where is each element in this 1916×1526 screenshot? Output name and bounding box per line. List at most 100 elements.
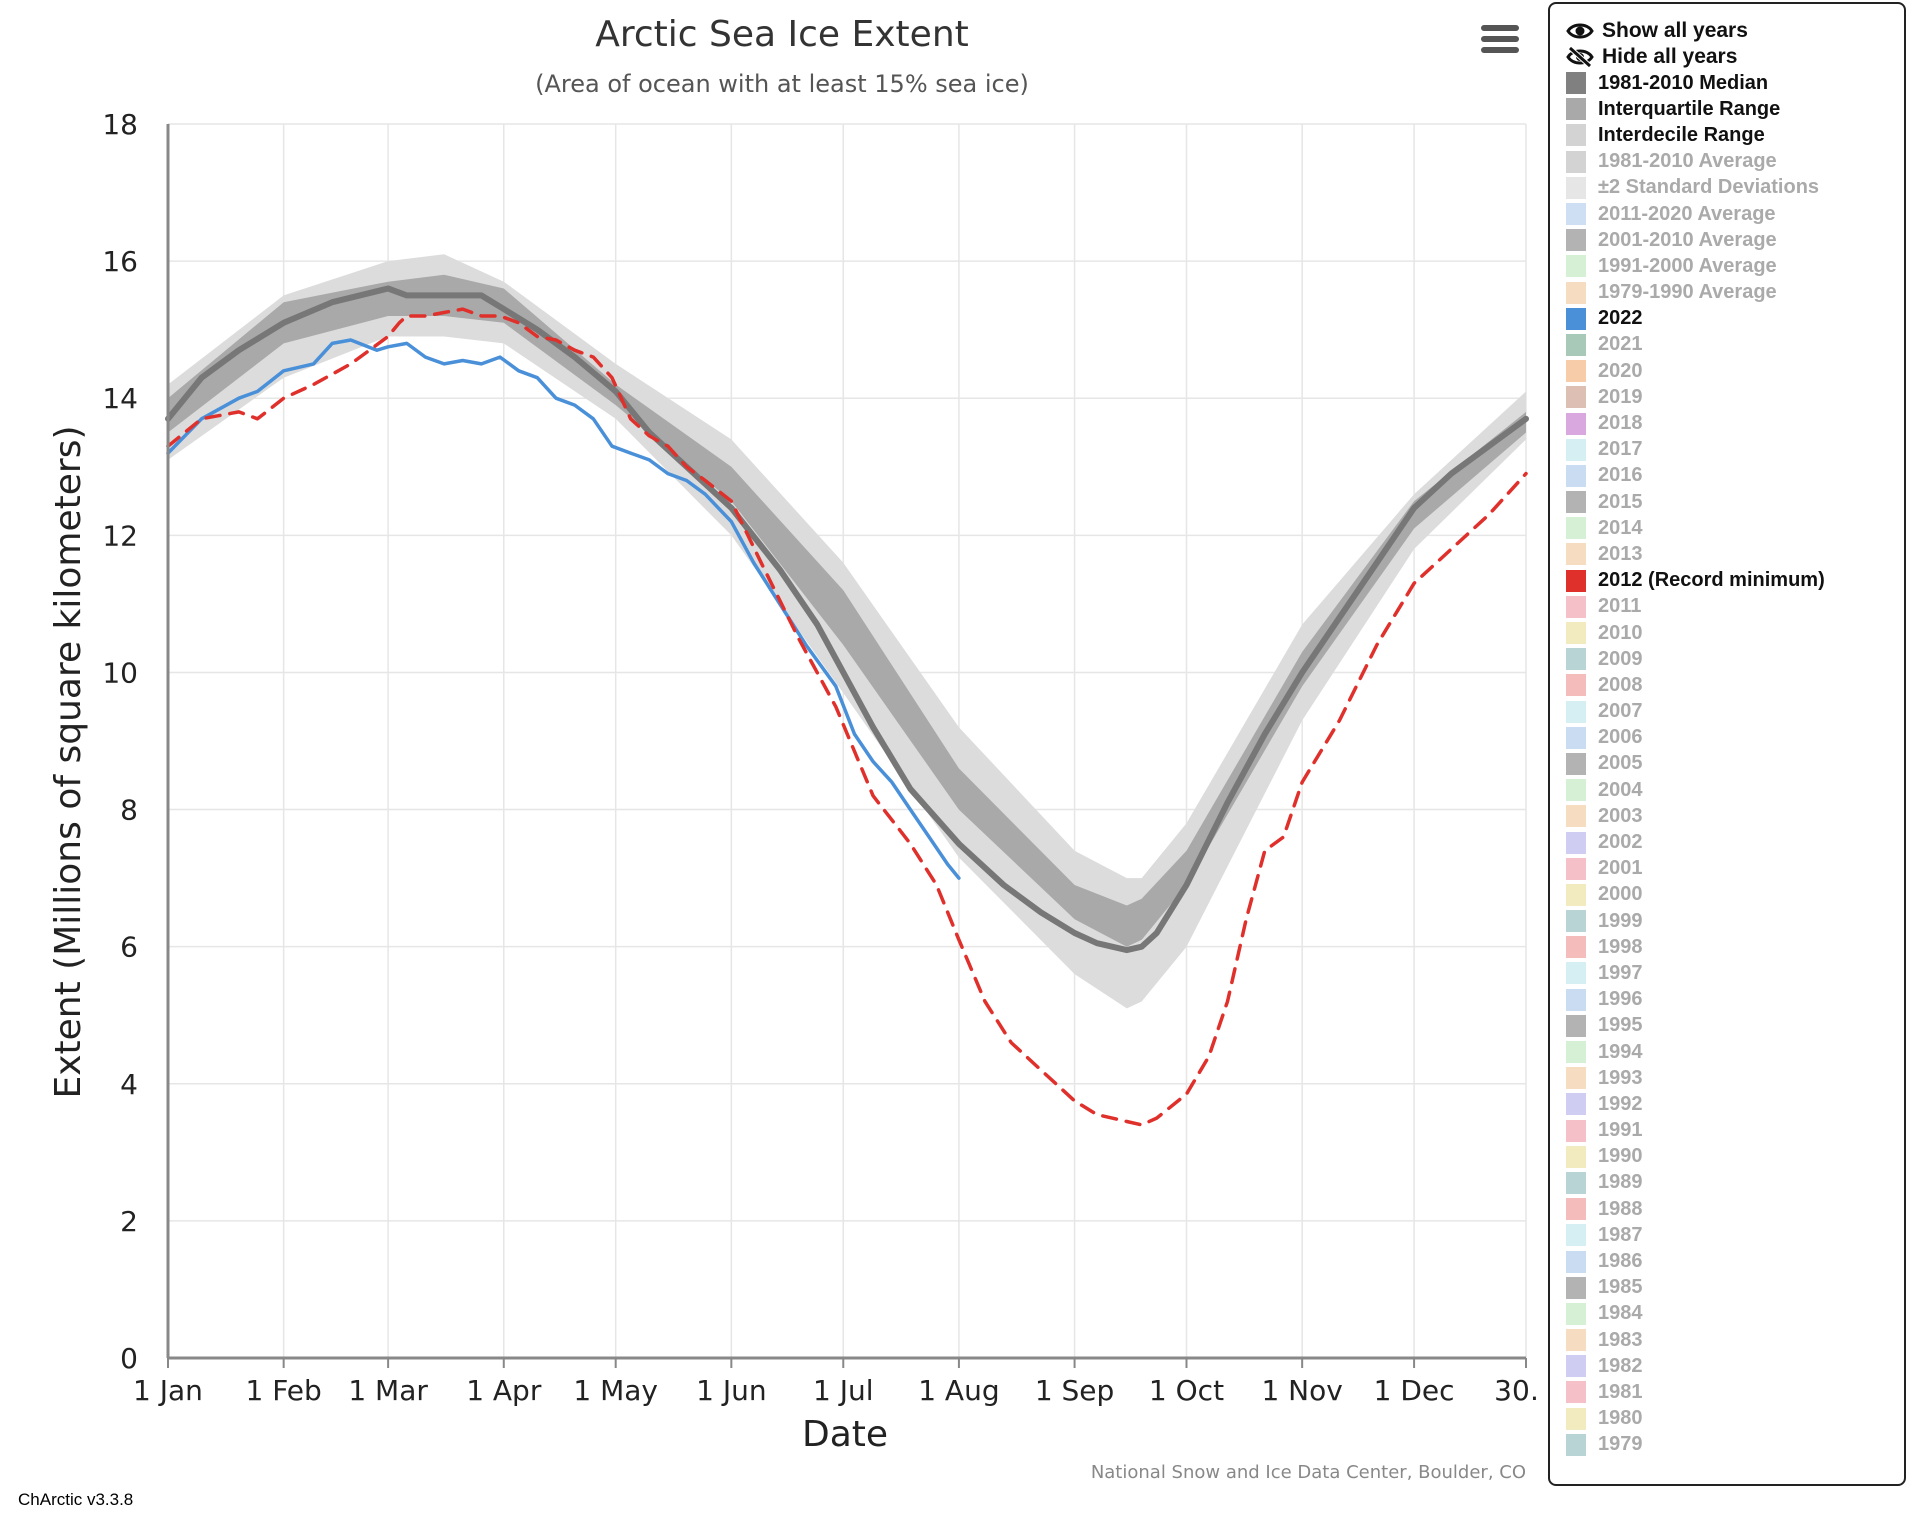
app-version: ChArctic v3.3.8 xyxy=(18,1490,134,1509)
legend-item[interactable]: 1981-2010 Median xyxy=(1566,70,1904,96)
legend-label: 2011 xyxy=(1598,595,1642,618)
legend-label: 2004 xyxy=(1598,778,1643,801)
legend-label: 1979-1990 Average xyxy=(1598,281,1777,304)
legend-item[interactable]: ±2 Standard Deviations xyxy=(1566,175,1904,201)
y-tick-label: 0 xyxy=(120,1342,138,1375)
legend-item[interactable]: 1997 xyxy=(1566,960,1904,986)
legend-item[interactable]: Interdecile Range xyxy=(1566,122,1904,148)
legend-swatch xyxy=(1566,333,1586,356)
legend-item[interactable]: 2006 xyxy=(1566,725,1904,751)
x-tick-label: 1 Aug xyxy=(918,1374,999,1407)
legend-item[interactable]: 1979-1990 Average xyxy=(1566,280,1904,306)
legend-item[interactable]: 2004 xyxy=(1566,777,1904,803)
legend-label: 2016 xyxy=(1598,464,1643,487)
legend-label: 2000 xyxy=(1598,883,1643,906)
legend-label: 1993 xyxy=(1598,1066,1643,1089)
legend-item[interactable]: 2008 xyxy=(1566,672,1904,698)
legend-item[interactable]: 1984 xyxy=(1566,1301,1904,1327)
legend-swatch xyxy=(1566,98,1586,121)
source-credit: National Snow and Ice Data Center, Bould… xyxy=(1091,1462,1526,1480)
legend-item[interactable]: 1988 xyxy=(1566,1196,1904,1222)
legend-swatch xyxy=(1566,543,1586,566)
legend-label: 2020 xyxy=(1598,359,1643,382)
legend-swatch xyxy=(1566,72,1586,95)
legend-item[interactable]: 1994 xyxy=(1566,1039,1904,1065)
legend-label: 2001-2010 Average xyxy=(1598,228,1777,251)
legend-item[interactable]: 1983 xyxy=(1566,1327,1904,1353)
legend-item[interactable]: 2021 xyxy=(1566,332,1904,358)
legend-swatch xyxy=(1566,176,1586,199)
legend-item[interactable]: 2013 xyxy=(1566,541,1904,567)
legend-item[interactable]: 2002 xyxy=(1566,829,1904,855)
y-tick-labels: 0 2 4 6 8 10 12 14 16 18 xyxy=(102,108,138,1375)
legend-swatch xyxy=(1566,779,1586,802)
legend-item[interactable]: 2017 xyxy=(1566,437,1904,463)
legend-item[interactable]: 2016 xyxy=(1566,463,1904,489)
hamburger-menu-icon xyxy=(1481,25,1519,31)
x-tick-label: 1 Oct xyxy=(1149,1374,1224,1407)
legend-item[interactable]: 2011 xyxy=(1566,594,1904,620)
legend-swatch xyxy=(1566,124,1586,147)
legend-item[interactable]: 2003 xyxy=(1566,803,1904,829)
hide-all-years-button[interactable]: Hide all years xyxy=(1566,44,1904,70)
legend-item[interactable]: 1981 xyxy=(1566,1379,1904,1405)
legend-label: 1980 xyxy=(1598,1407,1643,1430)
legend-item[interactable]: 1991-2000 Average xyxy=(1566,253,1904,279)
legend-item[interactable]: 1987 xyxy=(1566,1222,1904,1248)
legend-item[interactable]: 2019 xyxy=(1566,384,1904,410)
legend-item[interactable]: 2010 xyxy=(1566,620,1904,646)
legend-item[interactable]: 2012 (Record minimum) xyxy=(1566,568,1904,594)
legend-item[interactable]: 2000 xyxy=(1566,882,1904,908)
show-all-years-button[interactable]: Show all years xyxy=(1566,18,1904,44)
legend-item[interactable]: 2022 xyxy=(1566,306,1904,332)
legend-item[interactable]: 1992 xyxy=(1566,1091,1904,1117)
hamburger-menu-icon-bar xyxy=(1481,36,1519,42)
legend-swatch xyxy=(1566,464,1586,487)
legend-swatch xyxy=(1566,307,1586,330)
legend-item[interactable]: Interquartile Range xyxy=(1566,96,1904,122)
legend-label: 2017 xyxy=(1598,438,1643,461)
legend-item[interactable]: 1982 xyxy=(1566,1353,1904,1379)
legend-item[interactable]: 1989 xyxy=(1566,1170,1904,1196)
legend-label: 2021 xyxy=(1598,333,1643,356)
legend-swatch xyxy=(1566,857,1586,880)
legend-item[interactable]: 2005 xyxy=(1566,751,1904,777)
legend-label: 1981 xyxy=(1598,1380,1643,1403)
series-line-1981-2010-median xyxy=(165,285,1529,954)
legend-item[interactable]: 1990 xyxy=(1566,1144,1904,1170)
legend-item[interactable]: 1995 xyxy=(1566,1013,1904,1039)
legend-item[interactable]: 1996 xyxy=(1566,987,1904,1013)
legend-item[interactable]: 1985 xyxy=(1566,1275,1904,1301)
legend-item[interactable]: 1993 xyxy=(1566,1065,1904,1091)
legend-item[interactable]: 1979 xyxy=(1566,1432,1904,1458)
legend-item[interactable]: 2018 xyxy=(1566,410,1904,436)
legend-item[interactable]: 1991 xyxy=(1566,1118,1904,1144)
x-tick-label: 1 Feb xyxy=(246,1374,322,1407)
legend-item[interactable]: 2015 xyxy=(1566,489,1904,515)
legend-swatch xyxy=(1566,1407,1586,1430)
chart-menu-button[interactable] xyxy=(1475,20,1525,66)
legend-swatch xyxy=(1566,805,1586,828)
legend-label: 2003 xyxy=(1598,804,1643,827)
legend-label: 1981-2010 Average xyxy=(1598,150,1777,173)
legend-item[interactable]: 2001-2010 Average xyxy=(1566,227,1904,253)
legend-item[interactable]: 2007 xyxy=(1566,699,1904,725)
legend-label: 1983 xyxy=(1598,1328,1643,1351)
legend-label: 1985 xyxy=(1598,1276,1643,1299)
legend-swatch xyxy=(1566,203,1586,226)
show-all-years-label: Show all years xyxy=(1602,19,1748,42)
legend-item[interactable]: 2014 xyxy=(1566,515,1904,541)
legend-item[interactable]: 2020 xyxy=(1566,358,1904,384)
legend-item[interactable]: 1998 xyxy=(1566,934,1904,960)
legend-item[interactable]: 1986 xyxy=(1566,1248,1904,1274)
legend-item[interactable]: 1999 xyxy=(1566,908,1904,934)
legend-item[interactable]: 1980 xyxy=(1566,1406,1904,1432)
legend-item[interactable]: 2009 xyxy=(1566,646,1904,672)
x-axis-title: Date xyxy=(802,1414,888,1455)
legend-item[interactable]: 2011-2020 Average xyxy=(1566,201,1904,227)
legend-item[interactable]: 1981-2010 Average xyxy=(1566,149,1904,175)
legend-item[interactable]: 2001 xyxy=(1566,856,1904,882)
legend-label: Interquartile Range xyxy=(1598,97,1781,120)
chart-subtitle: (Area of ocean with at least 15% sea ice… xyxy=(535,70,1029,98)
legend-label: 1992 xyxy=(1598,1092,1643,1115)
